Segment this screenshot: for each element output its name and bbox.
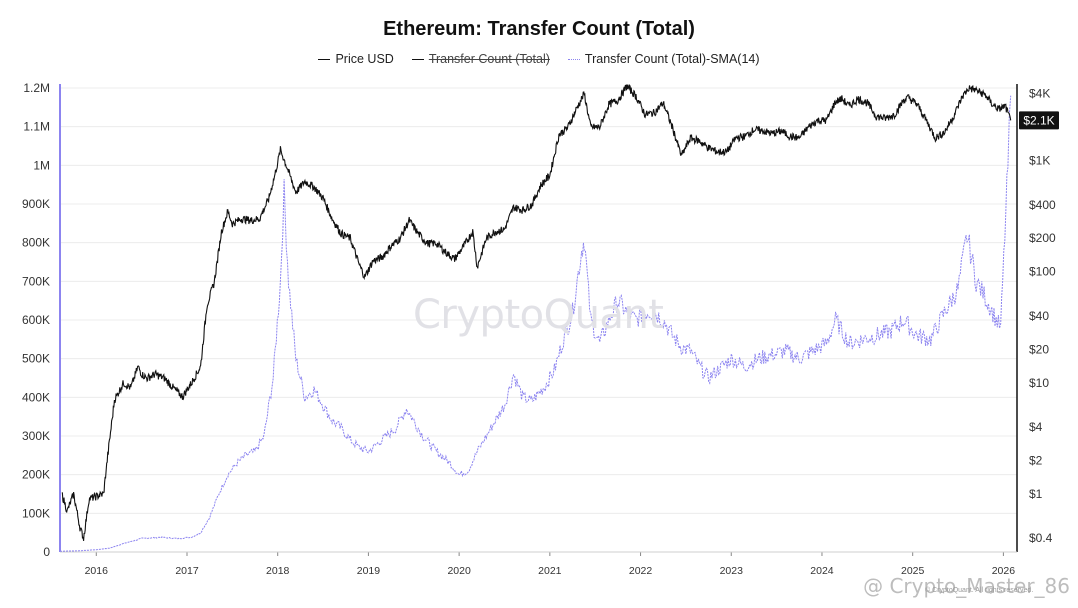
y-left-tick-label: 1.1M [23, 120, 50, 134]
y-left-tick-label: 200K [22, 468, 50, 482]
x-tick-label: 2018 [266, 565, 290, 577]
y-right-tick-label: $400 [1029, 198, 1056, 212]
y-right-tick-label: $4 [1029, 420, 1043, 434]
y-left-tick-label: 300K [22, 429, 50, 443]
watermark: CryptoQuant [413, 292, 664, 338]
y-left-tick-label: 900K [22, 197, 50, 211]
x-tick-label: 2025 [901, 565, 925, 577]
y-right-tick-label: $100 [1029, 265, 1056, 279]
series-line-price [61, 83, 1012, 541]
x-tick-label: 2024 [810, 565, 834, 577]
legend-item-transfer-count[interactable]: Transfer Count (Total) [411, 52, 550, 66]
y-right-tick-label: $1 [1029, 487, 1043, 501]
y-right-tick-label: $10 [1029, 376, 1049, 390]
x-tick-label: 2023 [720, 565, 744, 577]
y-right-tick-label: $200 [1029, 231, 1056, 245]
y-left-tick-label: 1.2M [23, 81, 50, 95]
y-right-tick-label: $20 [1029, 342, 1049, 356]
legend-label-transfer-sma: Transfer Count (Total)-SMA(14) [584, 52, 760, 66]
y-left-tick-label: 0 [43, 545, 50, 559]
y-right-tick-label: $40 [1029, 309, 1049, 323]
chart-title: Ethereum: Transfer Count (Total) [383, 18, 695, 40]
x-tick-label: 2020 [447, 565, 471, 577]
y-right-tick-label: $0.4 [1029, 531, 1053, 545]
current-price-label: $2.1K [1023, 113, 1054, 127]
chart-legend: Price USD Transfer Count (Total) Transfe… [0, 52, 1078, 66]
x-tick-label: 2022 [629, 565, 653, 577]
y-left-tick-label: 400K [22, 390, 50, 404]
x-tick-label: 2021 [538, 565, 562, 577]
y-left-tick-label: 700K [22, 274, 50, 288]
legend-item-transfer-sma[interactable]: Transfer Count (Total)-SMA(14) [567, 52, 760, 66]
x-tick-label: 2016 [85, 565, 109, 577]
x-tick-label: 2017 [175, 565, 199, 577]
legend-swatch-price [318, 58, 331, 60]
legend-swatch-transfer-sma [567, 58, 580, 60]
author-credit: @ Crypto_Master_86 [863, 574, 1070, 598]
copyright-text: © CryptoQuant. All rights reserved. [925, 587, 1034, 594]
current-price-badge [1019, 111, 1059, 130]
legend-label-transfer-count: Transfer Count (Total) [428, 52, 550, 66]
y-left-tick-label: 500K [22, 352, 50, 366]
y-left-tick-label: 100K [22, 506, 50, 520]
y-right-tick-label: $2 [1029, 453, 1043, 467]
y-left-tick-label: 1M [33, 158, 50, 172]
y-left-tick-label: 600K [22, 313, 50, 327]
series-line-transfer-sma [60, 95, 1012, 552]
y-right-tick-label: $1K [1029, 154, 1050, 168]
legend-label-price: Price USD [335, 52, 394, 66]
y-right-tick-label: $4K [1029, 87, 1050, 101]
legend-swatch-transfer-count [411, 58, 424, 60]
x-tick-label: 2019 [357, 565, 381, 577]
y-left-tick-label: 800K [22, 236, 50, 250]
legend-item-price[interactable]: Price USD [318, 52, 394, 66]
x-tick-label: 2026 [992, 565, 1016, 577]
